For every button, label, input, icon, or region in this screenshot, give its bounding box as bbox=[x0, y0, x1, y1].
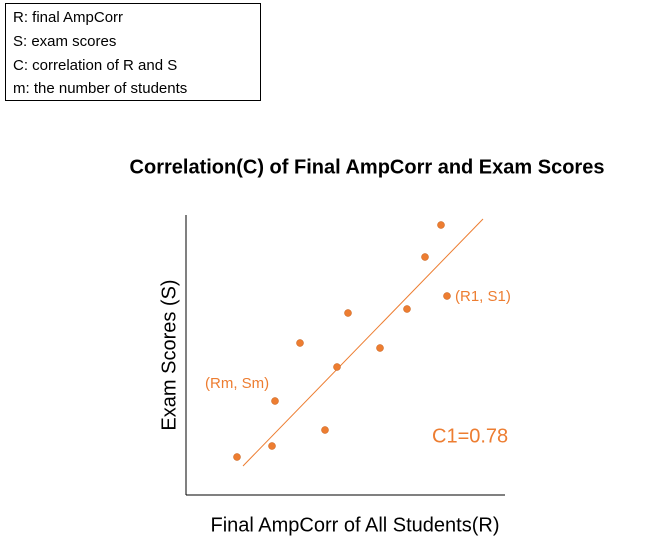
point bbox=[437, 221, 445, 229]
y-axis-label: Exam Scores (S) bbox=[158, 279, 180, 430]
point bbox=[344, 309, 352, 317]
legend-box bbox=[5, 3, 261, 101]
point bbox=[268, 442, 276, 450]
point-annotation: (Rm, Sm) bbox=[205, 375, 269, 392]
legend-line: S: exam scores bbox=[13, 33, 116, 50]
points bbox=[233, 221, 451, 461]
title: Correlation(C) of Final AmpCorr and Exam… bbox=[130, 156, 605, 178]
legend-line: C: correlation of R and S bbox=[13, 57, 177, 74]
point bbox=[321, 426, 329, 434]
fit-line bbox=[242, 218, 484, 467]
point bbox=[376, 344, 384, 352]
point bbox=[421, 253, 429, 261]
x-axis-label: Final AmpCorr of All Students(R) bbox=[211, 514, 500, 536]
point bbox=[403, 305, 411, 313]
point bbox=[333, 363, 341, 371]
legend-line: m: the number of students bbox=[13, 80, 187, 97]
point-annotation: (R1, S1) bbox=[455, 288, 511, 305]
point bbox=[296, 339, 304, 347]
point bbox=[233, 453, 241, 461]
coefficient-label: C1=0.78 bbox=[432, 425, 508, 447]
point bbox=[443, 292, 451, 300]
legend-line: R: final AmpCorr bbox=[13, 9, 123, 26]
point bbox=[271, 397, 279, 405]
